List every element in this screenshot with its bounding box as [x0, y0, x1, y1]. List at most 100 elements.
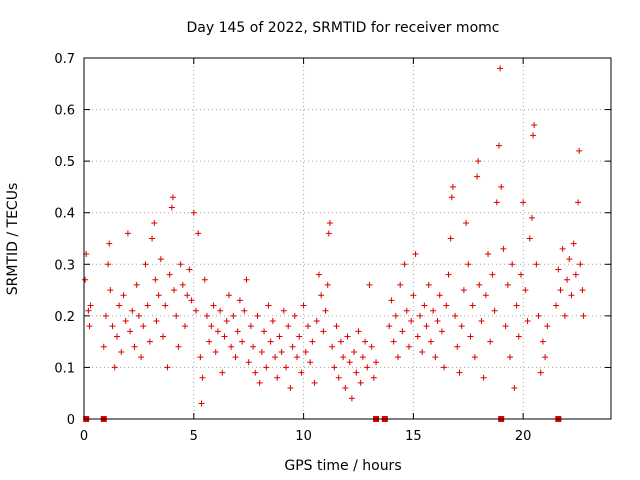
data-point — [509, 261, 516, 268]
data-point — [190, 209, 197, 216]
data-point — [276, 333, 283, 340]
data-point — [86, 323, 93, 330]
data-point — [267, 338, 274, 345]
data-point — [368, 343, 375, 350]
data-point — [157, 256, 164, 263]
data-point — [184, 292, 191, 299]
data-point — [100, 343, 107, 350]
data-point — [325, 230, 332, 237]
data-point — [225, 292, 232, 299]
data-point — [564, 276, 571, 283]
data-point — [102, 312, 109, 319]
data-point — [460, 287, 467, 294]
data-point — [291, 312, 298, 319]
data-point — [511, 385, 518, 392]
data-point — [467, 333, 474, 340]
data-point — [346, 359, 353, 366]
data-point — [447, 235, 454, 242]
data-point — [280, 307, 287, 314]
data-point — [293, 354, 300, 361]
data-point — [463, 220, 470, 227]
data-point — [432, 354, 439, 361]
data-point — [430, 307, 437, 314]
data-point — [85, 307, 92, 314]
data-point — [106, 240, 113, 247]
data-point — [265, 302, 272, 309]
y-tick-label: 0.6 — [54, 104, 75, 119]
data-point — [179, 281, 186, 288]
data-point — [476, 281, 483, 288]
data-point — [533, 261, 540, 268]
data-point — [164, 364, 171, 371]
data-point — [471, 354, 478, 361]
data-point — [197, 354, 204, 361]
data-point — [315, 271, 322, 278]
data-point — [579, 287, 586, 294]
data-point — [434, 318, 441, 325]
data-point — [331, 364, 338, 371]
data-point — [230, 312, 237, 319]
data-point — [513, 302, 520, 309]
data-point — [221, 333, 228, 340]
data-point — [324, 281, 331, 288]
data-point — [528, 214, 535, 221]
data-point — [201, 276, 208, 283]
data-point — [414, 333, 421, 340]
data-point — [445, 271, 452, 278]
data-point — [412, 250, 419, 257]
data-point — [118, 348, 125, 355]
grid — [84, 58, 611, 419]
data-point — [388, 297, 395, 304]
data-point — [526, 235, 533, 242]
data-point — [570, 240, 577, 247]
data-point — [524, 318, 531, 325]
data-point — [416, 312, 423, 319]
data-point — [304, 323, 311, 330]
data-point — [373, 359, 380, 366]
data-point — [245, 359, 252, 366]
data-point — [120, 292, 127, 299]
data-point — [285, 323, 292, 330]
data-point — [576, 147, 583, 154]
data-point — [475, 158, 482, 165]
data-point — [212, 348, 219, 355]
x-tick-label: 10 — [295, 429, 312, 444]
data-point — [318, 292, 325, 299]
data-point — [421, 302, 428, 309]
data-point — [188, 297, 195, 304]
data-point — [506, 354, 513, 361]
data-point — [109, 323, 116, 330]
data-point — [133, 281, 140, 288]
y-tick-label: 0 — [67, 413, 75, 428]
data-point — [397, 281, 404, 288]
data-point — [247, 323, 254, 330]
data-point — [127, 328, 134, 335]
x-tick-label: 20 — [515, 429, 532, 444]
data-point — [82, 276, 89, 283]
data-point — [392, 312, 399, 319]
data-point — [452, 312, 459, 319]
data-point — [107, 287, 114, 294]
axis-ticks: 0 0.1 0.2 0.3 0.4 0.5 0.6 0.7 0 5 10 15 20 — [54, 52, 611, 444]
data-point — [217, 307, 224, 314]
data-point — [517, 271, 524, 278]
data-point — [261, 328, 268, 335]
y-tick-label: 0.5 — [54, 155, 75, 170]
data-point — [493, 199, 500, 206]
data-point — [357, 379, 364, 386]
data-point — [351, 348, 358, 355]
y-tick-label: 0.4 — [54, 207, 75, 222]
data-point — [258, 348, 265, 355]
data-point — [309, 338, 316, 345]
y-tick-label: 0.3 — [54, 258, 75, 273]
data-point — [449, 183, 456, 190]
data-point — [535, 312, 542, 319]
data-point — [399, 328, 406, 335]
data-point — [427, 338, 434, 345]
data-point — [138, 354, 145, 361]
data-point — [364, 364, 371, 371]
data-point — [311, 379, 318, 386]
data-point — [122, 318, 129, 325]
data-point — [116, 302, 123, 309]
data-point — [482, 292, 489, 299]
